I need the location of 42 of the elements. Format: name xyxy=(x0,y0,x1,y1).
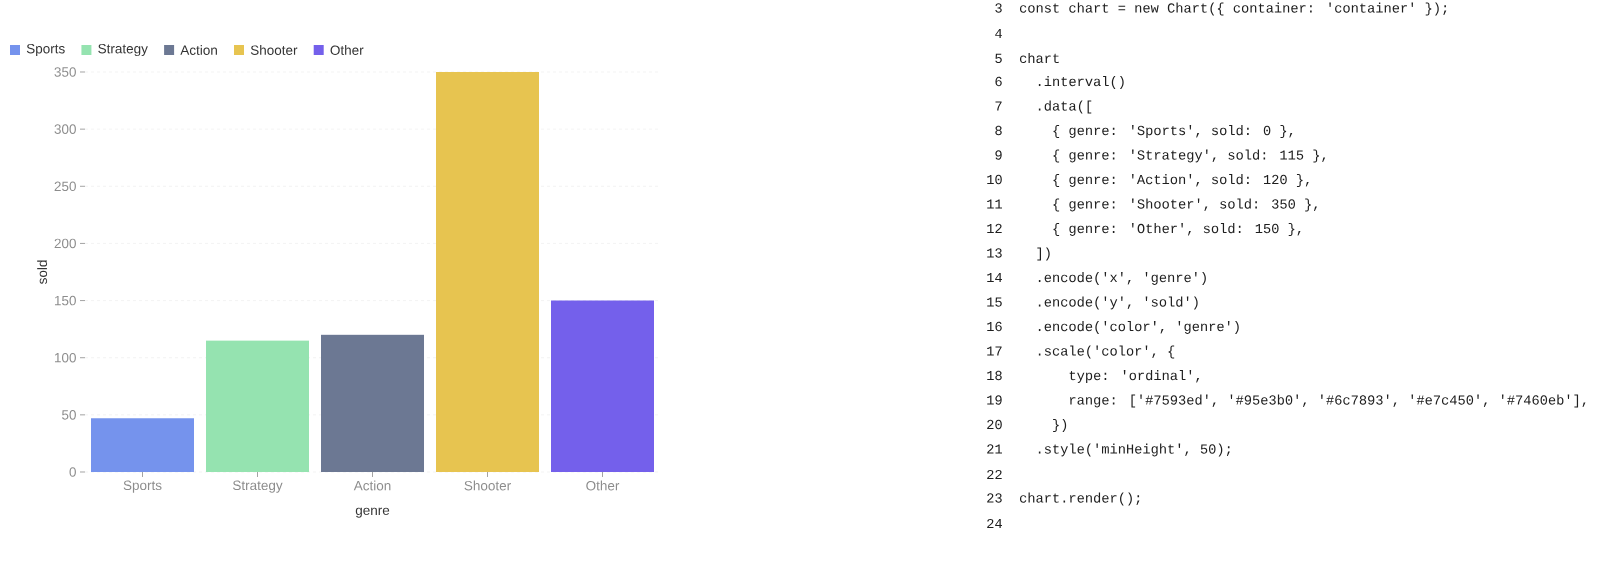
y-tick-label: 50 xyxy=(61,410,76,420)
x-tick-label: Action xyxy=(353,480,391,491)
x-tick-label: Sports xyxy=(123,480,162,493)
legend-label: Other xyxy=(330,45,364,55)
y-tick-label: 0 xyxy=(69,467,76,477)
text: 18 type: 'ordinal', xyxy=(987,370,1200,383)
y-tick-label: 250 xyxy=(54,181,76,192)
text: 10 { genre: 'Action', sold: 120 }, xyxy=(987,174,1309,187)
text: 14 .encode('x', 'genre') xyxy=(987,272,1206,285)
x-tick-label: Strategy xyxy=(232,480,283,493)
legend-label: Shooter xyxy=(250,45,298,55)
text: 6 .interval() xyxy=(995,76,1124,89)
legend-label: Strategy xyxy=(98,43,148,57)
text: 19 range: ['#7593ed', '#95e3b0', '#6c7893', '#e7c450', '#7460eb'], xyxy=(987,394,1586,408)
x-tick-label: Shooter xyxy=(464,480,511,491)
text: 12 { genre: 'Other', sold: 150 }, xyxy=(987,223,1301,236)
y-tick-label: 200 xyxy=(54,238,76,249)
y-tick-label: 150 xyxy=(54,295,76,306)
text: 17 .scale('color', { xyxy=(987,345,1175,359)
text: 21 .style('minHeight', 50); xyxy=(987,443,1230,457)
text: 3 const chart = new Chart({ container: 'container' }); xyxy=(995,2,1447,16)
y-tick-label: 300 xyxy=(54,124,76,134)
y-axis-title: sold xyxy=(37,260,48,285)
text: 9 { genre: 'Strategy', sold: 115 }, xyxy=(995,149,1326,163)
legend-label: Action xyxy=(180,45,217,55)
text: 24 xyxy=(987,518,1002,529)
text: 15 .encode('y', 'sold') xyxy=(987,296,1198,310)
text: 4 xyxy=(995,28,1002,39)
y-tick-label: 350 xyxy=(54,67,76,77)
legend-label: Sports xyxy=(26,43,65,57)
text: 13 ]) xyxy=(987,247,1050,261)
x-tick-label: Other xyxy=(586,480,620,491)
y-tick-label: 100 xyxy=(54,352,76,363)
text: 5 chart xyxy=(995,52,1059,64)
text: 7 .data([ xyxy=(995,100,1092,114)
text: 23 chart.render(); xyxy=(987,492,1140,506)
x-axis-title: genre xyxy=(355,507,390,518)
text: 8 { genre: 'Sports', sold: 0 }, xyxy=(995,125,1293,138)
text: 16 .encode('color', 'genre') xyxy=(987,321,1239,334)
text: 11 { genre: 'Shooter', sold: 350 }, xyxy=(987,198,1317,212)
text: 20 }) xyxy=(987,419,1067,432)
text: 22 xyxy=(987,469,1002,480)
